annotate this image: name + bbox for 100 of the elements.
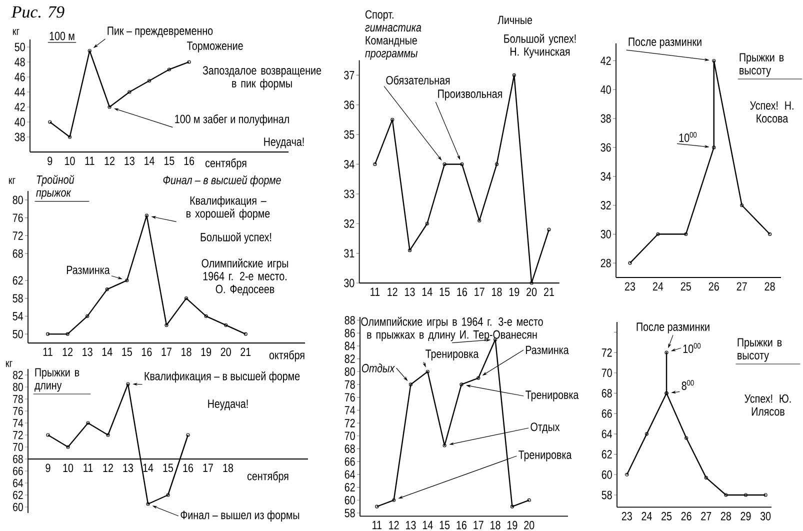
- annotation: Успех! Ю. Илясов: [744, 394, 791, 416]
- point: [184, 296, 188, 300]
- point: [426, 370, 430, 374]
- x-tick-label: 16: [184, 156, 194, 166]
- point: [684, 232, 688, 236]
- annotation: Квалификация – в высшей форме: [144, 371, 300, 383]
- point: [166, 493, 170, 497]
- x-tick-label: 12: [103, 464, 113, 472]
- y-tick-label: 60: [344, 496, 355, 504]
- point: [712, 58, 716, 63]
- y-tick-label: 70: [344, 432, 355, 440]
- x-tick-label: 30: [760, 512, 771, 520]
- y-tick-label: 64: [344, 470, 356, 479]
- annotation: Большой успех!: [200, 232, 272, 244]
- text: Прыжки в высоту: [740, 53, 784, 77]
- y-tick-label: 35: [344, 130, 354, 139]
- point: [66, 332, 70, 336]
- x-tick-label: 25: [680, 282, 691, 291]
- point: [144, 214, 149, 218]
- annotation: Отдых: [362, 364, 395, 372]
- x-tick-label: 11: [84, 464, 93, 472]
- x-tick-label: 17: [474, 288, 484, 296]
- x-tick-label: 19: [508, 520, 518, 530]
- x-axis-title: сентября: [247, 471, 288, 483]
- y-tick-label: 46: [14, 72, 25, 82]
- annotation: 8$^{00}$: [682, 380, 694, 390]
- text: Прыжки в высоту: [738, 338, 782, 362]
- point: [392, 498, 396, 502]
- y-tick-label: 66: [344, 457, 355, 466]
- point: [408, 248, 412, 252]
- annotation: Тренировка: [526, 390, 579, 402]
- y-tick-label: 40: [600, 85, 611, 94]
- y-tick-label: 66: [13, 466, 23, 476]
- point: [88, 48, 92, 53]
- annotation: Пик – преждевременно: [108, 26, 213, 38]
- x-tick-label: 15: [440, 520, 450, 530]
- y-tick-label: 76: [344, 393, 355, 402]
- y-tick-label: 58: [12, 294, 23, 303]
- point: [224, 323, 228, 327]
- point: [494, 162, 499, 166]
- y-tick-label: 60: [602, 470, 612, 479]
- x-tick-label: 12: [389, 520, 399, 530]
- point: [740, 203, 744, 208]
- point: [148, 78, 152, 83]
- y-tick-label: 38: [600, 114, 611, 123]
- x-tick-label: 15: [122, 348, 132, 356]
- chart-title: 100 м: [50, 32, 74, 40]
- point: [712, 146, 716, 150]
- y-tick-label: 72: [602, 348, 612, 357]
- point: [204, 314, 208, 318]
- x-tick-label: 9: [48, 156, 52, 166]
- y-tick-label: 34: [344, 160, 354, 168]
- point: [684, 436, 688, 440]
- y-tick-label: 78: [13, 394, 23, 404]
- x-tick-label: 19: [509, 288, 520, 296]
- y-tick-label: 88: [344, 316, 355, 324]
- y-axis-title: кг: [12, 29, 20, 35]
- x-tick-label: 14: [143, 464, 154, 472]
- point: [86, 314, 90, 318]
- x-tick-label: 15: [164, 156, 174, 166]
- y-tick-label: 50: [14, 42, 25, 52]
- annotation: 100 м забег и полуфинал: [175, 114, 289, 126]
- y-tick-label: 80: [344, 367, 355, 376]
- x-tick-label: 13: [406, 520, 416, 530]
- x-tick-label: 12: [104, 156, 114, 166]
- chart-title: Прыжки в длину: [34, 368, 80, 392]
- point: [106, 433, 110, 437]
- point: [86, 421, 90, 425]
- y-tick-label: 30: [600, 230, 611, 238]
- x-tick-label: 20: [526, 288, 537, 296]
- point: [167, 68, 171, 72]
- x-tick-label: 10: [65, 156, 75, 166]
- y-tick-label: 84: [344, 342, 356, 350]
- annotation: После разминки: [636, 322, 710, 334]
- x-tick-label: 24: [653, 282, 664, 291]
- y-tick-label: 64: [602, 430, 612, 438]
- x-tick-label: 19: [201, 348, 212, 356]
- y-axis-title: кг: [8, 178, 16, 184]
- y-tick-label: 64: [13, 478, 24, 488]
- y-tick-label: 80: [12, 196, 23, 204]
- y-tick-label: 28: [600, 258, 611, 268]
- annotation: Неудача!: [264, 138, 304, 148]
- y-tick-label: 78: [344, 380, 355, 389]
- x-tick-label: 23: [622, 512, 632, 520]
- annotation: 10$^{00}$: [679, 132, 697, 142]
- point: [66, 445, 70, 449]
- x-tick-label: 28: [720, 512, 731, 520]
- annotation: Тренировка: [426, 350, 479, 360]
- x-tick-label: 18: [490, 520, 500, 530]
- annotation: Запоздалое возвращение в пик формы: [202, 66, 322, 90]
- x-tick-label: 13: [82, 348, 92, 356]
- x-tick-label: 11: [85, 156, 94, 165]
- y-tick-label: 74: [13, 418, 24, 428]
- annotation: Произвольная: [438, 90, 502, 100]
- x-tick-label: 15: [163, 464, 174, 472]
- x-tick-label: 11: [43, 348, 52, 356]
- y-tick-label: 62: [344, 483, 355, 492]
- x-axis-title: сентября: [206, 158, 246, 170]
- point: [478, 218, 482, 222]
- x-tick-label: 11: [372, 520, 382, 530]
